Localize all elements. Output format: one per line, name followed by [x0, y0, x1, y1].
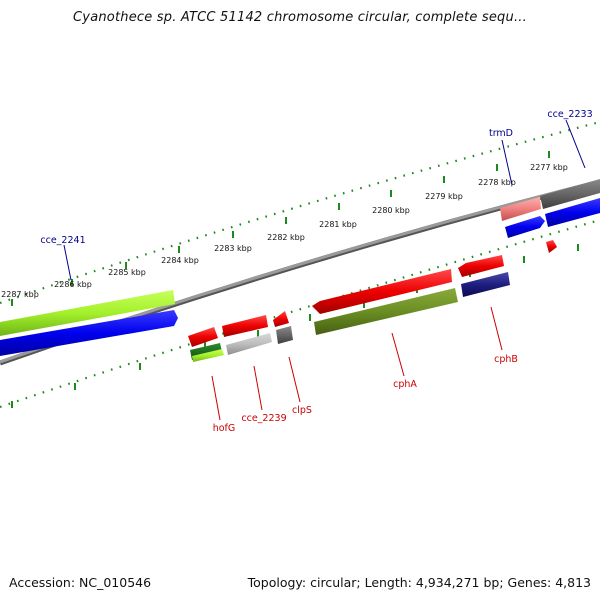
gene-label-cphA: cphA — [393, 379, 417, 390]
accession-text: Accession: NC_010546 — [9, 575, 152, 590]
gene-labels: cce_2241 trmD cce_2233 hofG cce_2239 clp… — [40, 109, 592, 434]
gene-clpS-top[interactable] — [273, 311, 289, 327]
gene-hofG-top[interactable] — [188, 327, 218, 347]
scale-label: 2285 kbp — [108, 268, 146, 277]
gene-hofG-lime[interactable] — [192, 349, 224, 362]
topology-text: Topology: circular; Length: 4,934,271 bp… — [247, 575, 591, 590]
gene-label-cce-2241: cce_2241 — [40, 235, 85, 246]
scale-label: 2286 kbp — [54, 280, 92, 289]
gene-label-hofG: hofG — [213, 423, 236, 434]
gene-cce-2239[interactable] — [226, 333, 272, 355]
gene-cphA[interactable] — [314, 288, 458, 335]
scale-label: 2283 kbp — [214, 244, 252, 253]
gene-lime-forward[interactable] — [0, 290, 175, 336]
gene-clp-top[interactable] — [222, 315, 268, 337]
reverse-genes — [188, 255, 510, 362]
gene-label-cphB: cphB — [494, 354, 518, 365]
gene-small-red-right[interactable] — [546, 240, 557, 253]
gene-label-trmD: trmD — [489, 128, 513, 139]
scale-labels: 2287 kbp 2286 kbp 2285 kbp 2284 kbp 2283… — [1, 163, 568, 299]
gene-label-cce-2239: cce_2239 — [241, 413, 286, 424]
inner-tick-ring — [0, 218, 600, 409]
forward-genes — [0, 179, 600, 356]
gene-clpS[interactable] — [276, 326, 293, 344]
gene-cce-2241[interactable] — [0, 310, 178, 356]
gene-label-clpS: clpS — [292, 405, 312, 416]
label-connectors — [63, 119, 586, 421]
scale-label: 2287 kbp — [1, 290, 39, 299]
map-title: Cyanothece sp. ATCC 51142 chromosome cir… — [73, 10, 527, 25]
gene-cphA-top[interactable] — [312, 269, 452, 314]
gene-cphB-top[interactable] — [458, 255, 504, 277]
gene-trmD[interactable] — [505, 216, 545, 238]
scale-label: 2279 kbp — [425, 192, 463, 201]
scale-label: 2280 kbp — [372, 206, 410, 215]
gene-cce-2233[interactable] — [545, 198, 600, 227]
gene-cphB[interactable] — [461, 272, 510, 297]
outer-major-ticks — [11, 151, 550, 306]
outer-tick-ring — [0, 120, 600, 305]
gene-cce-2233-upper[interactable] — [540, 179, 600, 209]
scale-label: 2281 kbp — [319, 220, 357, 229]
scale-label: 2282 kbp — [267, 233, 305, 242]
scale-label: 2278 kbp — [478, 178, 516, 187]
scale-label: 2284 kbp — [161, 256, 199, 265]
gene-trmD-upper[interactable] — [500, 197, 541, 221]
gene-label-cce-2233: cce_2233 — [547, 109, 592, 120]
scale-label: 2277 kbp — [530, 163, 568, 172]
